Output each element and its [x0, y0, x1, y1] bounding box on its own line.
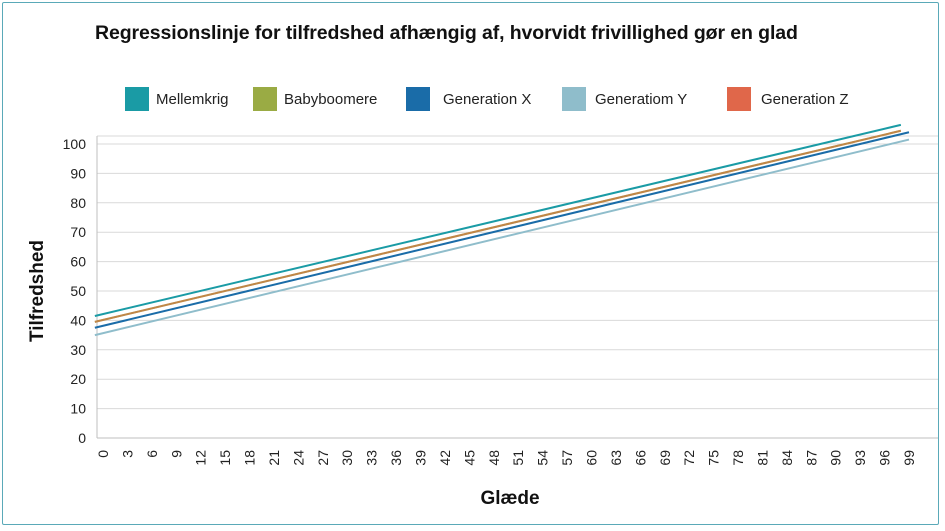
series-line-generation-x [94, 131, 910, 329]
gridlines [97, 135, 938, 410]
legend-item-babyboomere: Babyboomere [253, 86, 377, 112]
legend-label: Generatiom Y [595, 90, 688, 108]
y-tick-label: 80 [70, 195, 86, 211]
x-tick-label: 63 [608, 450, 624, 466]
legend: Mellemkrig Babyboomere Generation X Gene… [0, 86, 945, 112]
chart-title: Regressionslinje for tilfredshed afhængi… [95, 22, 798, 44]
x-tick-label: 24 [290, 450, 306, 466]
legend-swatch [562, 87, 586, 111]
x-tick-label: 69 [657, 450, 673, 466]
x-tick-label: 84 [779, 450, 795, 466]
y-tick-label: 90 [70, 165, 86, 181]
series-line-generation-z [94, 129, 902, 323]
x-tick-label: 48 [486, 450, 502, 466]
series-lines [94, 123, 910, 337]
x-tick-label: 99 [901, 450, 917, 466]
y-tick-label: 100 [63, 136, 87, 152]
x-tick-labels: 0 3 6 9 12 15 18 21 24 27 30 33 36 39 42 45 48 51 54 57 60 63… [95, 450, 917, 466]
x-tick-label: 60 [583, 450, 599, 466]
x-tick-label: 15 [217, 450, 233, 466]
x-tick-label: 12 [193, 450, 209, 466]
legend-label: Generation X [443, 90, 532, 108]
x-tick-label: 81 [754, 450, 770, 466]
x-tick-label: 0 [95, 450, 111, 458]
x-tick-label: 33 [364, 450, 380, 466]
legend-swatch [125, 87, 149, 111]
x-tick-label: 21 [266, 450, 282, 466]
x-tick-label: 90 [828, 450, 844, 466]
legend-swatch [727, 87, 751, 111]
y-tick-label: 40 [70, 312, 86, 328]
x-tick-label: 18 [242, 450, 258, 466]
legend-label: Mellemkrig [156, 90, 229, 108]
y-tick-label: 30 [70, 342, 86, 358]
legend-item-generation-y: Generatiom Y [562, 86, 687, 112]
x-tick-label: 93 [852, 450, 868, 466]
x-tick-label: 96 [877, 450, 893, 466]
x-tick-label: 3 [119, 450, 135, 458]
series-line-generatiom-y [94, 138, 910, 337]
x-tick-label: 87 [803, 450, 819, 466]
x-tick-label: 42 [437, 450, 453, 466]
x-tick-label: 51 [510, 450, 526, 466]
x-tick-label: 27 [315, 450, 331, 466]
x-tick-label: 36 [388, 450, 404, 466]
x-tick-label: 30 [339, 450, 355, 466]
legend-label: Generation Z [761, 90, 849, 108]
legend-item-generation-z: Generation Z [727, 86, 849, 112]
axes [96, 136, 938, 439]
x-axis-title: Glæde [480, 488, 539, 509]
y-tick-label: 60 [70, 254, 86, 270]
legend-item-mellemkrig: Mellemkrig [125, 86, 229, 112]
x-tick-label: 57 [559, 450, 575, 466]
y-axis-title: Tilfredshed [27, 240, 48, 342]
x-tick-label: 6 [144, 450, 160, 458]
legend-item-generation-x: Generation X [406, 86, 531, 112]
y-tick-label: 10 [70, 401, 86, 417]
y-tick-label: 0 [78, 430, 86, 446]
y-tick-label: 20 [70, 371, 86, 387]
x-tick-label: 45 [461, 450, 477, 466]
y-tick-label: 50 [70, 283, 86, 299]
x-tick-label: 75 [706, 450, 722, 466]
y-tick-labels: 0 10 20 30 40 50 60 70 80 90 100 [63, 136, 87, 446]
legend-swatch [253, 87, 277, 111]
x-tick-label: 9 [168, 450, 184, 458]
x-tick-label: 66 [632, 450, 648, 466]
y-tick-label: 70 [70, 224, 86, 240]
legend-label: Babyboomere [284, 90, 378, 108]
x-tick-label: 72 [681, 450, 697, 466]
series-line-mellemkrig [94, 123, 902, 317]
x-tick-label: 54 [535, 450, 551, 466]
x-tick-label: 39 [413, 450, 429, 466]
x-tick-label: 78 [730, 450, 746, 466]
legend-swatch [406, 87, 430, 111]
